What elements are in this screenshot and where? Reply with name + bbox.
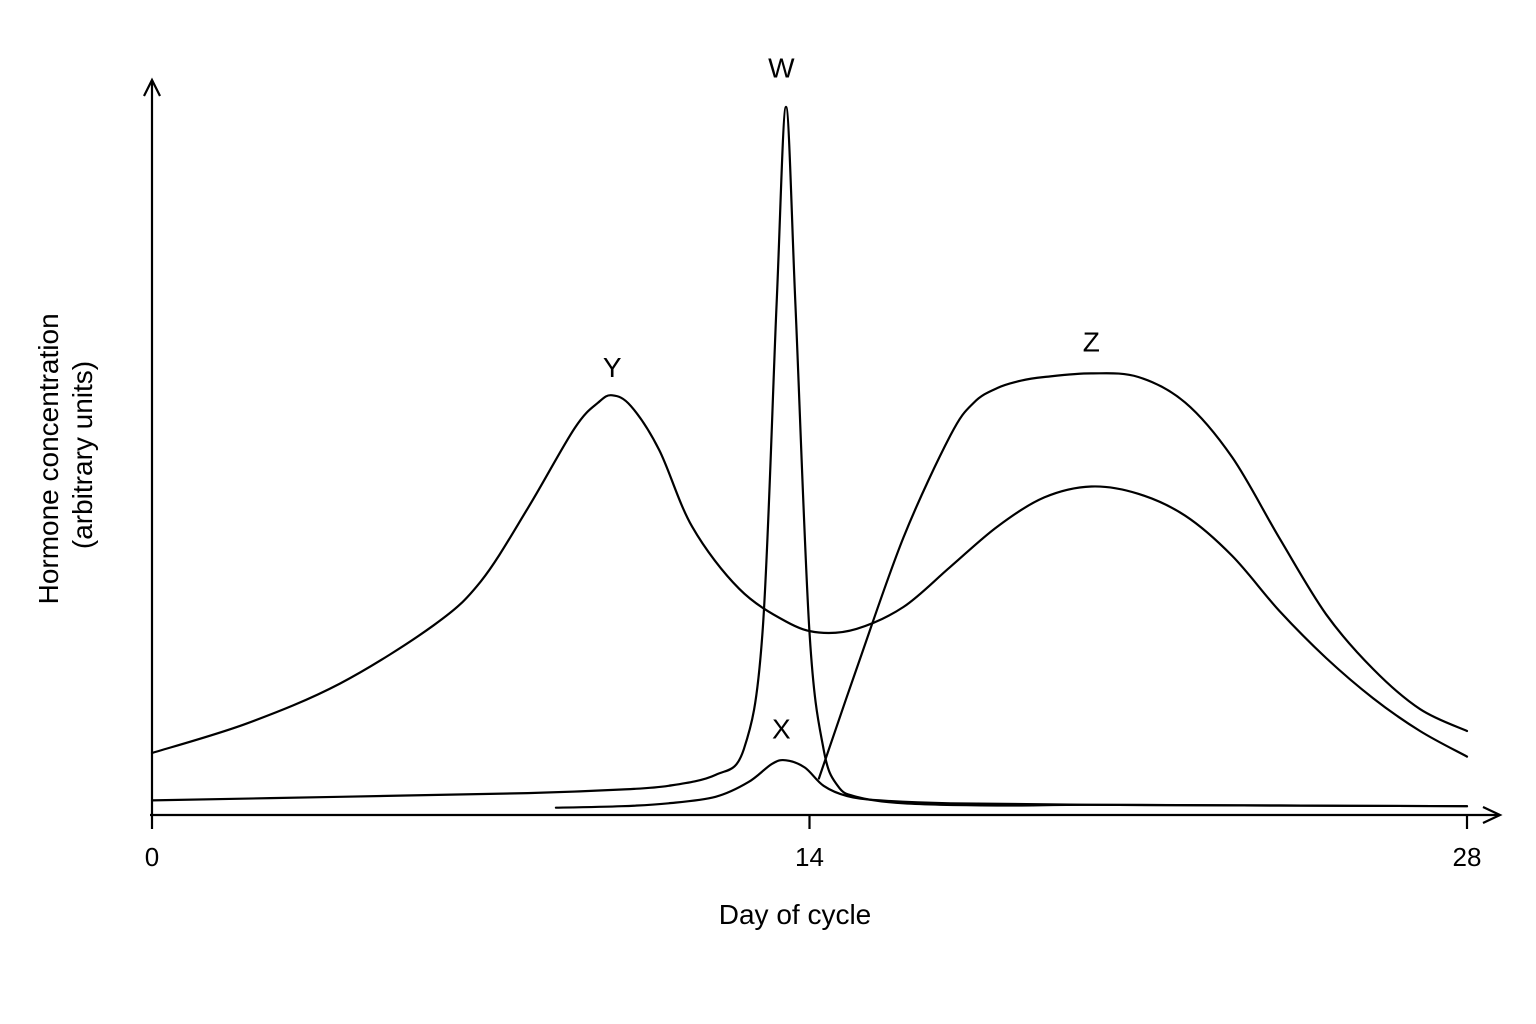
x-axis-title: Day of cycle <box>719 899 872 930</box>
x-axis-arrowhead <box>1482 806 1503 824</box>
y-axis-arrowhead <box>143 77 161 97</box>
series-label-w: W <box>768 53 795 84</box>
series-label-y: Y <box>603 352 622 383</box>
series-labels: W X Y Z <box>603 53 1100 745</box>
series-line-y <box>150 394 1469 758</box>
series-label-z: Z <box>1083 326 1100 357</box>
x-ticks: 0 14 28 <box>145 815 1482 872</box>
x-tick-label: 28 <box>1453 842 1482 872</box>
series-line-z <box>817 372 1469 780</box>
series-line-w <box>150 105 1469 808</box>
x-tick-label: 14 <box>795 842 824 872</box>
y-axis-title-line-1: Hormone concentration <box>33 313 64 604</box>
axes <box>143 77 1503 824</box>
series-line-x <box>554 758 1469 809</box>
x-tick-label: 0 <box>145 842 159 872</box>
y-axis-title: Hormone concentration (arbitrary units) <box>33 306 98 605</box>
series-curves <box>150 105 1469 809</box>
y-axis-title-line-2: (arbitrary units) <box>67 361 98 549</box>
series-label-x: X <box>772 713 791 744</box>
